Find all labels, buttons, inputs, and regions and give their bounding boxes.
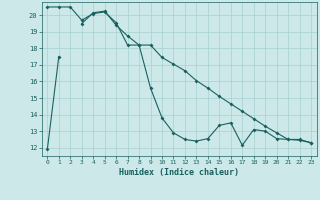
X-axis label: Humidex (Indice chaleur): Humidex (Indice chaleur)	[119, 168, 239, 177]
